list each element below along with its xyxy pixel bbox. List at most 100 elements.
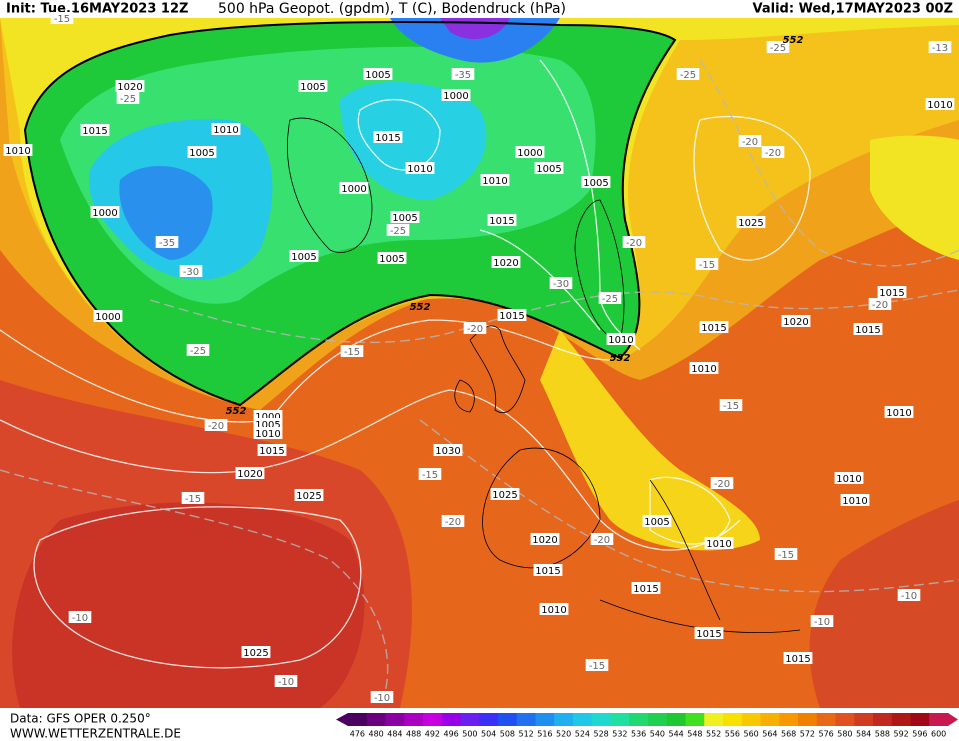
colorbar-arrow-left — [336, 713, 348, 726]
isobar-label-box — [241, 646, 271, 658]
colorbar-swatch — [929, 713, 949, 726]
isobar-label-box — [3, 144, 33, 156]
isobar-label: 1010 — [691, 364, 716, 375]
isobar-label-box — [515, 146, 545, 158]
colorbar-label: 552 — [706, 730, 721, 739]
temperature-label-box — [710, 477, 734, 489]
colorbar-label: 484 — [387, 730, 402, 739]
colorbar-swatch — [535, 713, 555, 726]
isobar-label-box — [736, 216, 766, 228]
isobar-label-box — [606, 333, 636, 345]
isobar-label-box — [534, 162, 564, 174]
temperature-label: -30 — [553, 279, 569, 290]
colorbar-swatch — [741, 713, 761, 726]
colorbar-label: 512 — [518, 730, 533, 739]
colorbar-swatch — [704, 713, 724, 726]
isobar-label-box — [884, 406, 914, 418]
isobar-label-box — [235, 467, 265, 479]
colorbar-label: 584 — [856, 730, 871, 739]
temperature-label: -35 — [455, 70, 471, 81]
isobar-label: 1030 — [435, 446, 460, 457]
colorbar-swatch — [366, 713, 386, 726]
colorbar-swatch — [348, 713, 368, 726]
isobar-label: 1000 — [92, 208, 117, 219]
colorbar-swatch — [498, 713, 518, 726]
temperature-label: -20 — [714, 479, 730, 490]
isobar-label: 1015 — [499, 311, 524, 322]
isobar — [479, 229, 601, 331]
data-source: Data: GFS OPER 0.250° — [10, 712, 151, 726]
colorbar-swatch — [516, 713, 536, 726]
website: WWW.WETTERZENTRALE.DE — [10, 727, 181, 741]
isobar-label: 1020 — [493, 258, 518, 269]
coastline-ireland — [454, 379, 475, 413]
isobar-label: 1015 — [696, 629, 721, 640]
isobar-label-box — [704, 537, 734, 549]
isobar — [33, 506, 362, 669]
temperature-label: -15 — [699, 260, 715, 271]
isobar-label-box — [433, 444, 463, 456]
temperature-label-box — [676, 68, 700, 80]
temperature-label: -20 — [765, 148, 781, 159]
isobar-label: 1015 — [82, 126, 107, 137]
colorbar-swatch — [404, 713, 424, 726]
colorbar: 476 480 484 488 492 496 500 504 508 512 516 520 524 5… — [336, 713, 958, 739]
temperature-label: -25 — [390, 226, 406, 237]
isobar-label-box — [211, 123, 241, 135]
field-cyan-north — [340, 81, 487, 200]
temperature-label-box — [116, 92, 140, 104]
isobar-label-box — [253, 427, 283, 439]
temperature-label: -20 — [872, 300, 888, 311]
contour-552-label: 552 — [410, 302, 431, 313]
map-fields — [0, 18, 959, 708]
colorbar-label: 568 — [781, 730, 796, 739]
temperature-label: -15 — [185, 494, 201, 505]
temperature-label: -15 — [344, 347, 360, 358]
temperature-label: -20 — [467, 324, 483, 335]
colorbar-label: 508 — [500, 730, 515, 739]
temperature-label-box — [179, 265, 203, 277]
temperature-contour — [149, 289, 959, 344]
colorbar-swatch — [910, 713, 930, 726]
colorbar-swatch — [648, 713, 668, 726]
isobar-label: 1010 — [213, 125, 238, 136]
colorbar-swatch — [685, 713, 705, 726]
isobar-label: 1015 — [855, 325, 880, 336]
colorbar-swatch — [441, 713, 461, 726]
colorbar-swatch — [816, 713, 836, 726]
isobar-label-box — [93, 310, 123, 322]
colorbar-swatch — [798, 713, 818, 726]
isobar-label-box — [298, 80, 328, 92]
temperature-label-box — [50, 12, 74, 24]
temperature-label-box — [598, 292, 622, 304]
colorbar-swatch — [629, 713, 649, 726]
isobar-label: 1010 — [886, 408, 911, 419]
contour-552-label: 552 — [783, 35, 804, 46]
temperature-label-box — [928, 41, 952, 53]
temperature-label: -20 — [208, 421, 224, 432]
isobar-label: 1025 — [738, 218, 763, 229]
header-band — [0, 0, 959, 18]
isobar-label: 1020 — [117, 82, 142, 93]
contour-552-label: 552 — [610, 353, 631, 364]
isobar-label: 1005 — [300, 82, 325, 93]
isobar-label-box — [187, 146, 217, 158]
coastline-greenland — [287, 117, 373, 253]
isobar-label: 1005 — [365, 70, 390, 81]
isobar-label: 1010 — [5, 146, 30, 157]
temperature-label: -20 — [445, 517, 461, 528]
temperature-label-box — [451, 68, 475, 80]
temperature-label-box — [386, 224, 410, 236]
isobar-label: 1020 — [237, 469, 262, 480]
colorbar-label: 488 — [406, 730, 421, 739]
colorbar-swatch — [873, 713, 893, 726]
isobar — [649, 476, 731, 545]
isobar-label-box — [539, 603, 569, 615]
field-blue-west — [119, 166, 213, 260]
temperature-label-box — [418, 468, 442, 480]
isobar-label-box — [853, 323, 883, 335]
temperature-contour — [0, 469, 389, 708]
temperature-label: -10 — [72, 613, 88, 624]
isobar-label: 1015 — [785, 654, 810, 665]
